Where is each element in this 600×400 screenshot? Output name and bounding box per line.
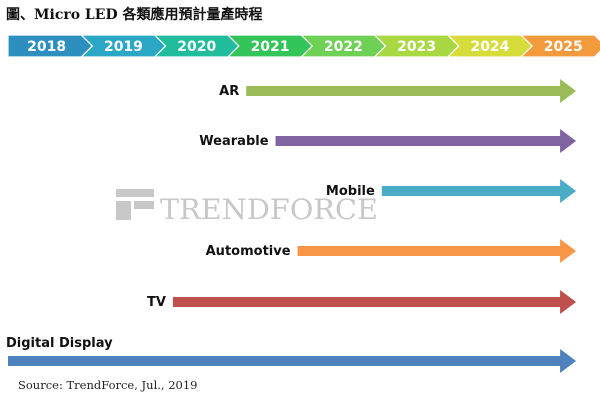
application-label: AR — [219, 84, 239, 99]
year-tick-label: 2018 — [27, 39, 66, 55]
watermark-emblem-bar — [116, 201, 131, 220]
year-tick-label: 2023 — [397, 39, 436, 55]
trendforce-watermark: TRENDFORCE — [116, 189, 378, 226]
year-tick-label: 2025 — [544, 39, 583, 55]
application-arrow — [381, 179, 577, 203]
application-arrow — [297, 239, 577, 263]
year-tick-label: 2020 — [177, 39, 216, 55]
chart-title: 圖、Micro LED 各類應用預計量產時程 — [6, 7, 263, 23]
application-label: Wearable — [199, 134, 268, 149]
year-tick-label: 2022 — [324, 39, 363, 55]
application-arrow — [275, 129, 577, 153]
application-bars: AR Wearable Mobile Automotive TV Digital Disp… — [6, 79, 577, 373]
year-chevron — [519, 34, 600, 58]
application-label: Mobile — [326, 184, 375, 199]
application-label: TV — [147, 295, 166, 310]
watermark-emblem-bar — [134, 201, 154, 209]
source-note: Source: TrendForce, Jul., 2019 — [18, 378, 198, 392]
application-arrow — [172, 290, 577, 314]
year-tick-label: 2019 — [104, 39, 143, 55]
application-label: Digital Display — [6, 336, 113, 351]
year-tick-label: 2021 — [251, 39, 290, 55]
watermark-emblem-bar — [116, 189, 154, 197]
application-label: Automotive — [206, 244, 291, 259]
watermark-text: TRENDFORCE — [160, 193, 378, 226]
year-tick-label: 2024 — [470, 39, 509, 55]
year-chevron-row: 2018 2019 2020 2021 2022 2023 2024 2025 — [7, 34, 600, 58]
application-arrow — [246, 79, 577, 103]
application-arrow — [8, 349, 577, 373]
